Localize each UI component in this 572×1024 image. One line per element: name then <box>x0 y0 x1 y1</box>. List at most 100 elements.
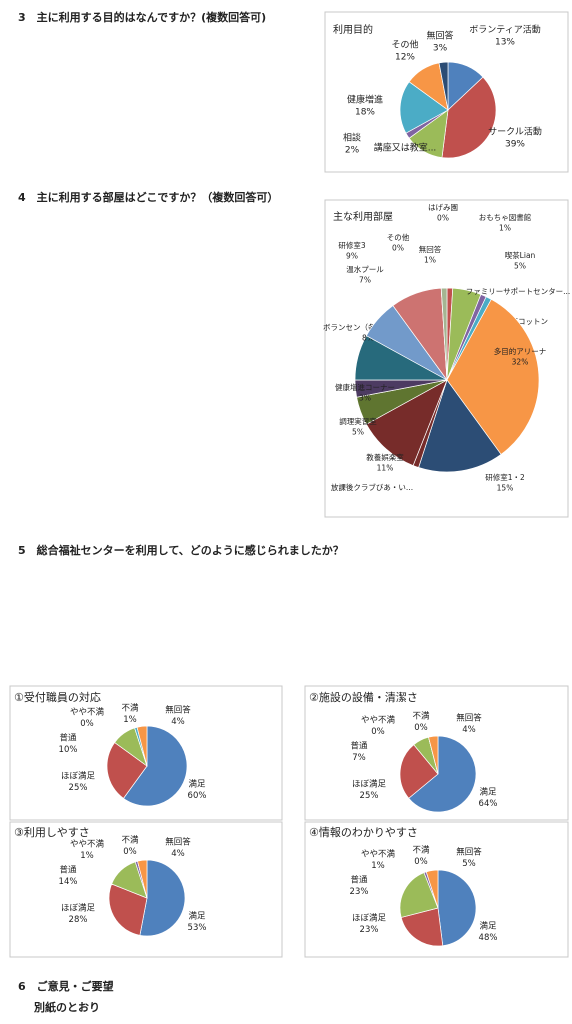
heading: 6 ご意見・ご要望 <box>18 979 114 993</box>
slice-label: 無回答 <box>456 713 482 724</box>
slice-value-label: 0% <box>80 719 94 729</box>
slice-label: ボランティア活動 <box>469 24 540 36</box>
slice-label: ほぼ満足 <box>352 914 387 924</box>
slice-label: 普通 <box>59 865 77 876</box>
slice-label: 不満 <box>121 704 139 714</box>
slice-value-label: 5% <box>462 859 476 869</box>
chart-title: 主な利用部屋 <box>333 210 393 223</box>
slice-value-label: 4% <box>171 849 185 859</box>
slice-label: その他 <box>391 39 418 51</box>
slice-label: ほぼ満足 <box>61 904 96 914</box>
slice-value-label: 60% <box>188 791 207 801</box>
slice-value-label: 14% <box>59 877 78 887</box>
pie-slice <box>418 379 502 473</box>
pie-slice <box>425 869 439 909</box>
slice-label: 調理実習室 <box>339 416 377 426</box>
slice-value-label: 10% <box>59 745 78 755</box>
slice-value-label: 0% <box>371 727 385 737</box>
pie-slice <box>399 81 449 134</box>
chart-title: ④情報のわかりやすさ <box>309 826 418 839</box>
slice-label: やや不満 <box>70 840 105 850</box>
pie-slice <box>440 287 448 381</box>
slice-label: サークル活動 <box>488 126 542 138</box>
slice-label: おもちゃ図書館 <box>479 212 532 222</box>
slice-label: 満足 <box>479 788 497 798</box>
slice-label: やや不満 <box>361 850 396 860</box>
slice-value-label: 23% <box>360 925 379 935</box>
slice-value-label: 13% <box>495 38 515 48</box>
slice-label: 研修室1・2 <box>485 472 525 482</box>
slice-label: ボランセン（各部屋含む） <box>323 322 413 332</box>
slice-value-label: 2% <box>345 146 360 156</box>
slice-label: 健康増進 <box>347 94 383 106</box>
slice-value-label: 0% <box>123 847 137 857</box>
slice-label: はげみ園 <box>428 203 458 212</box>
slice-value-label: 5% <box>514 262 526 271</box>
slice-value-label: 5% <box>352 428 364 437</box>
slice-value-label: 53% <box>188 923 207 933</box>
slice-label: 多目的アリーナ <box>494 346 547 356</box>
slice-value-label: 48% <box>479 933 498 943</box>
pie-slice <box>437 869 477 947</box>
pie-slice <box>106 741 148 799</box>
chart-title: 利用目的 <box>333 23 373 36</box>
slice-label: 温水プール <box>346 264 384 274</box>
slice-label: 無回答 <box>456 847 482 858</box>
slice-value-label: 12% <box>395 53 415 63</box>
slice-label: 相談 <box>343 132 361 144</box>
heading: 5 総合福祉センターを利用して、どのように感じられましたか？ <box>18 543 344 557</box>
slice-value-label: 1% <box>499 224 511 233</box>
slice-value-label: 8% <box>362 334 374 343</box>
slice-value-label: 7% <box>359 276 371 285</box>
slice-label: 健康増進コーナー <box>335 382 395 392</box>
slice-label: 教養娯楽室 <box>366 452 404 462</box>
slice-value-label: 3% <box>359 394 371 403</box>
pie-slice <box>441 76 497 159</box>
slice-value-label: 18% <box>355 108 375 118</box>
slice-value-label: 25% <box>360 791 379 801</box>
slice-label: ほぼ満足 <box>61 772 96 782</box>
pie-slice <box>428 735 439 775</box>
slice-value-label: 64% <box>479 799 498 809</box>
heading: 4 主に利用する部屋はどこですか？（複数回答可） <box>18 190 278 204</box>
slice-value-label: 15% <box>497 484 514 493</box>
slice-label: 不満 <box>412 712 430 722</box>
slice-value-label: 1% <box>371 861 385 871</box>
pie-slice <box>400 907 444 947</box>
pie-slice <box>446 298 540 455</box>
slice-value-label: 0% <box>392 244 404 253</box>
slice-value-label: 1% <box>80 851 94 861</box>
slice-value-label: 28% <box>69 915 88 925</box>
slice-label: 普通 <box>350 741 368 752</box>
slice-value-label: 9% <box>346 252 358 261</box>
slice-label: 無回答 <box>419 244 442 254</box>
pie-slice <box>399 744 439 799</box>
slice-label: 研修室3 <box>338 240 365 250</box>
slice-label: 講座又は教室... <box>374 142 437 154</box>
pie-slice <box>139 859 186 937</box>
chart-title: ②施設の設備・清潔さ <box>309 690 418 704</box>
chart-title: ①受付職員の対応 <box>14 690 101 704</box>
slice-value-label: 25% <box>69 783 88 793</box>
slice-value-label: 3% <box>433 44 448 54</box>
slice-label: 無回答 <box>165 837 191 848</box>
pie-slice <box>438 61 449 111</box>
slice-value-label: 0% <box>414 723 428 733</box>
slice-label: 無回答 <box>165 705 191 716</box>
slice-value-label: 4% <box>462 725 476 735</box>
slice-label: ファミリーサポートセンター... <box>466 287 571 296</box>
slice-label: 喫茶Lian <box>505 250 536 260</box>
pie-slice <box>108 883 148 936</box>
slice-value-label: 39% <box>505 140 525 150</box>
slice-label: やや不満 <box>361 716 396 726</box>
slice-label: 普通 <box>350 875 368 886</box>
slice-value-label: 32% <box>512 358 529 367</box>
closing-note: 別紙のとおり <box>33 1000 100 1014</box>
slice-value-label: 23% <box>350 887 369 897</box>
pie-slice <box>137 859 148 899</box>
chart-title: ③利用しやすさ <box>14 826 90 839</box>
slice-label: やや不満 <box>70 708 105 718</box>
slice-label: 無回答 <box>426 30 453 42</box>
pie-slice <box>408 735 477 813</box>
